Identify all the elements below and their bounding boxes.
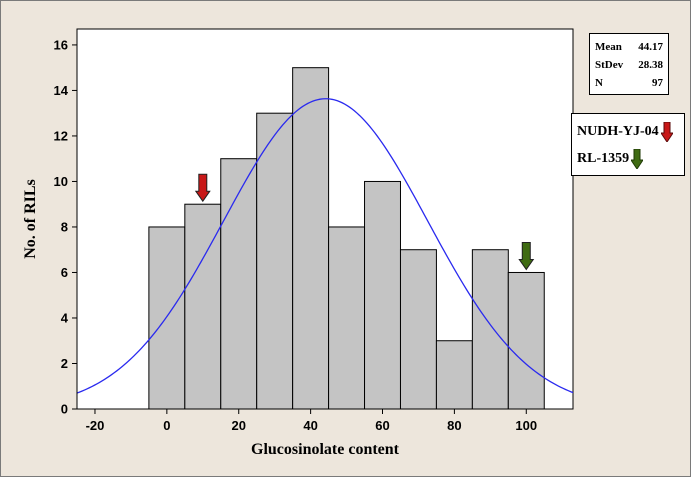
histogram-bar xyxy=(399,249,437,410)
y-tick-label: 12 xyxy=(54,128,68,143)
x-tick-label: 0 xyxy=(163,418,170,433)
stat-value: 28.38 xyxy=(638,59,663,71)
y-tick-label: 14 xyxy=(54,83,69,98)
legend-item-nudh: NUDH-YJ-04 xyxy=(577,118,679,145)
legend-label: NUDH-YJ-04 xyxy=(577,123,659,139)
marker-arrow-icon xyxy=(194,173,211,203)
y-tick-label: 8 xyxy=(61,219,68,234)
histogram-bar xyxy=(507,271,545,410)
marker-arrow-icon xyxy=(518,241,535,271)
legend-item-rl: RL-1359 xyxy=(577,145,679,172)
histogram-bar xyxy=(256,112,294,410)
stat-label: Mean xyxy=(595,41,622,53)
histogram-bar xyxy=(364,180,401,410)
histogram-bar xyxy=(220,158,258,410)
x-tick-label: 60 xyxy=(375,418,389,433)
y-tick-label: 2 xyxy=(61,356,68,371)
histogram-bar xyxy=(328,226,366,410)
x-tick-label: 80 xyxy=(447,418,461,433)
histogram-bar xyxy=(292,67,330,410)
stat-label: StDev xyxy=(595,59,624,71)
histogram-bar xyxy=(471,249,509,410)
histogram-bar xyxy=(435,340,473,410)
y-axis-title: No. of RILs xyxy=(22,179,39,259)
y-tick-label: 10 xyxy=(54,174,68,189)
y-tick-label: 4 xyxy=(61,310,69,325)
x-tick-label: 100 xyxy=(515,418,537,433)
x-tick-label: 20 xyxy=(232,418,246,433)
stat-label: N xyxy=(595,77,603,89)
marker-legend: NUDH-YJ-04 RL-1359 xyxy=(571,113,685,176)
histogram-bar xyxy=(148,226,186,410)
normal-fit-curve xyxy=(76,98,574,394)
stats-box: Mean 44.17 StDev 28.38 N 97 xyxy=(589,33,669,95)
stat-row-stdev: StDev 28.38 xyxy=(595,56,663,74)
x-tick-label: 40 xyxy=(303,418,317,433)
stat-row-mean: Mean 44.17 xyxy=(595,38,663,56)
x-tick-label: -20 xyxy=(86,418,105,433)
legend-label: RL-1359 xyxy=(577,150,630,166)
y-tick-label: 0 xyxy=(61,402,68,417)
red-down-arrow-icon xyxy=(660,121,673,142)
y-tick-label: 16 xyxy=(54,37,68,52)
y-tick-label: 6 xyxy=(61,265,68,280)
stat-row-n: N 97 xyxy=(595,74,663,92)
stat-value: 44.17 xyxy=(638,41,663,53)
x-axis-title: Glucosinolate content xyxy=(251,441,400,458)
green-down-arrow-icon xyxy=(631,148,644,169)
stat-value: 97 xyxy=(652,77,663,89)
